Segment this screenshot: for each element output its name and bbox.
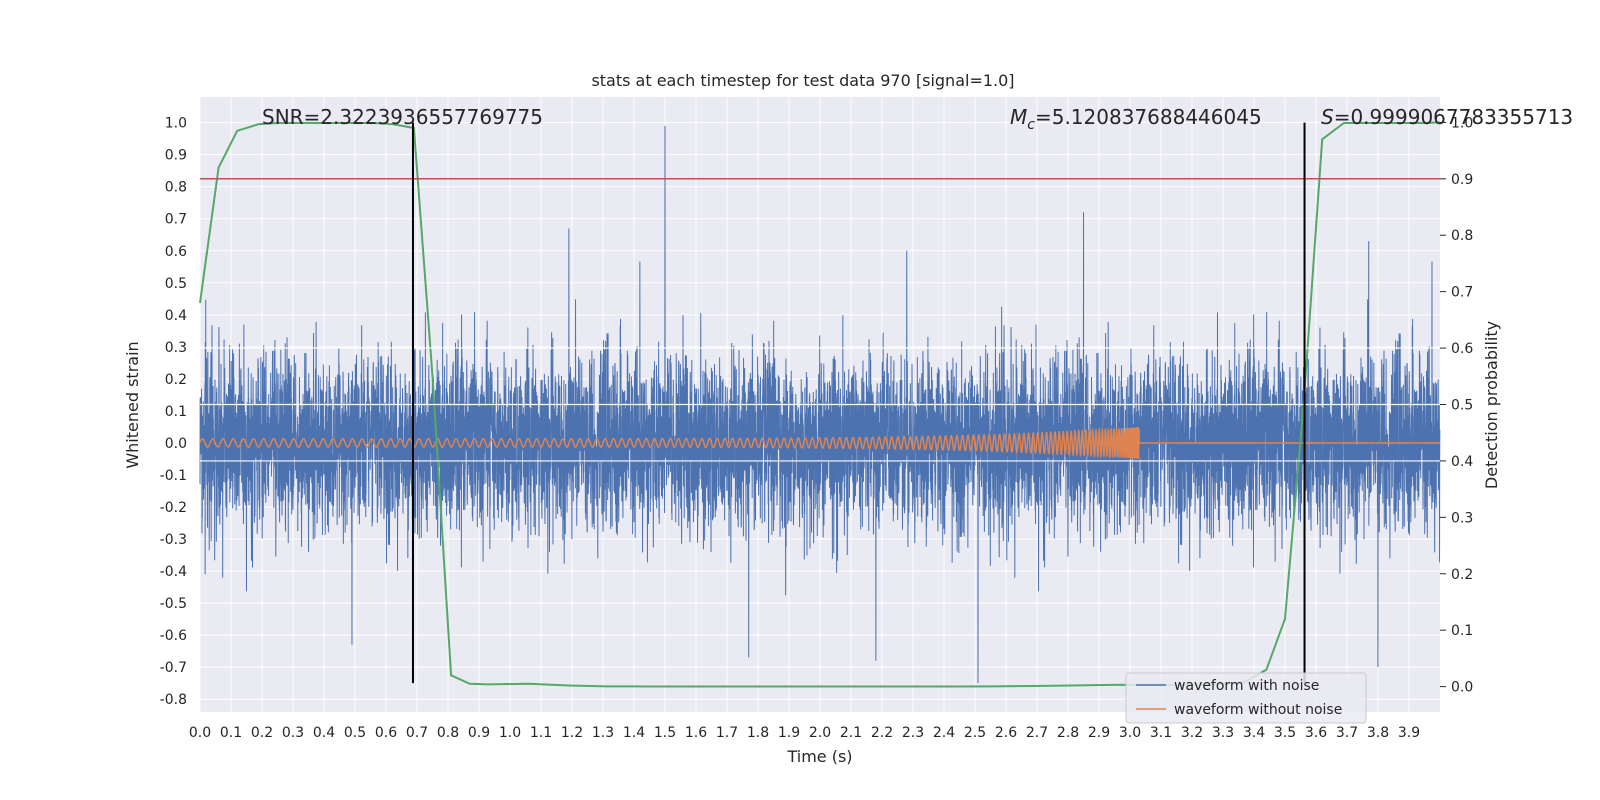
y-tick-label: 0.0: [165, 436, 187, 452]
x-tick-label: 3.0: [1119, 725, 1141, 741]
y2-tick-label: 0.5: [1451, 398, 1473, 414]
x-tick-label: 1.4: [623, 725, 645, 741]
x-tick-label: 1.1: [530, 725, 552, 741]
y-tick-label: 0.7: [165, 212, 187, 228]
y-tick-label: 0.4: [165, 308, 187, 324]
y2-axis-ticks: 0.0 0.1 0.2 0.3 0.4 0.5 0.6 0.7 0.8 0.9 1.0: [1440, 115, 1473, 696]
y2-tick-label: 0.7: [1451, 285, 1473, 301]
x-tick-label: 3.5: [1274, 725, 1296, 741]
y-tick-label: -0.6: [160, 628, 187, 644]
y-tick-label: -0.2: [160, 500, 187, 516]
x-axis-ticks: 0.0 0.1 0.2 0.3 0.4 0.5 0.6 0.7 0.8 0.9 1.0 1.1 1.2 1…: [189, 725, 1420, 741]
legend-label-clean: waveform without noise: [1174, 702, 1342, 718]
x-tick-label: 0.8: [437, 725, 459, 741]
annotation-chirp-mass: Mc=5.120837688446045: [1010, 105, 1262, 133]
x-tick-label: 1.8: [747, 725, 769, 741]
y-tick-label: 0.2: [165, 372, 187, 388]
x-tick-label: 1.3: [592, 725, 614, 741]
x-tick-label: 0.5: [344, 725, 366, 741]
legend-box: [1125, 672, 1367, 724]
y-tick-label: 0.9: [165, 148, 187, 164]
x-tick-label: 0.2: [251, 725, 273, 741]
y-axis-ticks: -0.8 -0.7 -0.6 -0.5 -0.4 -0.3 -0.2 -0.1 0.0 0.1 0.…: [160, 116, 187, 709]
x-tick-label: 0.3: [282, 725, 304, 741]
x-tick-label: 0.6: [375, 725, 397, 741]
y-tick-label: 1.0: [165, 116, 187, 132]
x-tick-label: 3.3: [1212, 725, 1234, 741]
y-tick-label: -0.1: [160, 468, 187, 484]
x-tick-label: 2.1: [840, 725, 862, 741]
x-tick-label: 1.6: [685, 725, 707, 741]
y2-tick-label: 0.0: [1451, 680, 1473, 696]
y-tick-label: -0.5: [160, 596, 187, 612]
y-tick-label: 0.6: [165, 244, 187, 260]
x-tick-label: 3.9: [1398, 725, 1420, 741]
y-tick-label: 0.3: [165, 340, 187, 356]
y-tick-label: -0.7: [160, 660, 187, 676]
legend: waveform with noise waveform without noi…: [1125, 672, 1367, 724]
x-tick-label: 0.0: [189, 725, 211, 741]
x-tick-label: 2.8: [1057, 725, 1079, 741]
y2-tick-label: 0.1: [1451, 623, 1473, 639]
x-tick-label: 0.4: [313, 725, 335, 741]
x-tick-label: 2.0: [809, 725, 831, 741]
y-tick-label: 0.1: [165, 404, 187, 420]
x-tick-label: 1.9: [778, 725, 800, 741]
x-tick-label: 1.7: [716, 725, 738, 741]
waveform-with-noise-line: [199, 125, 1441, 684]
x-tick-label: 1.5: [654, 725, 676, 741]
x-tick-label: 0.1: [220, 725, 242, 741]
x-axis-label: Time (s): [786, 747, 852, 766]
y2-tick-label: 0.3: [1451, 510, 1473, 526]
y-tick-label: -0.4: [160, 564, 187, 580]
x-tick-label: 2.9: [1088, 725, 1110, 741]
y-axis-label: Whitened strain: [123, 341, 142, 468]
x-tick-label: 3.2: [1181, 725, 1203, 741]
waveform-without-noise-line: [199, 426, 1440, 460]
y2-tick-label: 0.4: [1451, 454, 1473, 470]
series-detection-probability: [199, 121, 1441, 688]
x-tick-label: 2.7: [1026, 725, 1048, 741]
x-tick-label: 3.8: [1367, 725, 1389, 741]
series-waveform-without-noise: [199, 426, 1440, 460]
x-tick-label: 2.2: [871, 725, 893, 741]
x-tick-label: 0.9: [468, 725, 490, 741]
y2-tick-label: 1.0: [1451, 115, 1473, 131]
x-tick-label: 3.7: [1336, 725, 1358, 741]
x-tick-label: 2.5: [964, 725, 986, 741]
annotation-mc-value: =5.120837688446045: [1035, 105, 1262, 129]
x-tick-label: 2.4: [933, 725, 955, 741]
y2-tick-label: 0.8: [1451, 228, 1473, 244]
y-tick-label: 0.5: [165, 276, 187, 292]
x-tick-label: 1.0: [499, 725, 521, 741]
annotation-s-symbol: S: [1321, 105, 1334, 129]
legend-label-noise: waveform with noise: [1174, 678, 1319, 694]
annotation-snr: SNR=2.3223936557769775: [262, 105, 543, 129]
x-tick-label: 2.3: [902, 725, 924, 741]
y-tick-label: -0.8: [160, 692, 187, 708]
y2-tick-label: 0.9: [1451, 172, 1473, 188]
annotation-mc-symbol: M: [1010, 105, 1027, 129]
y2-tick-label: 0.2: [1451, 567, 1473, 583]
x-tick-label: 0.7: [406, 725, 428, 741]
x-tick-label: 3.6: [1305, 725, 1327, 741]
overlay-lines: [200, 122, 1440, 684]
detection-probability-line: [199, 121, 1441, 688]
y2-axis-label: Detection probability: [1482, 321, 1501, 489]
chart-title: stats at each timestep for test data 970…: [591, 71, 1014, 90]
y-tick-label: -0.3: [160, 532, 187, 548]
x-tick-label: 1.2: [561, 725, 583, 741]
x-tick-label: 3.4: [1243, 725, 1265, 741]
y2-tick-label: 0.6: [1451, 341, 1473, 357]
x-tick-label: 3.1: [1150, 725, 1172, 741]
annotation-mc-subscript: c: [1027, 117, 1035, 133]
annotation-s-value: =0.9999067783355713: [1334, 105, 1573, 129]
x-tick-label: 2.6: [995, 725, 1017, 741]
series-waveform-with-noise: [199, 125, 1441, 684]
annotation-score: S=0.9999067783355713: [1321, 105, 1573, 129]
y-tick-label: 0.8: [165, 180, 187, 196]
